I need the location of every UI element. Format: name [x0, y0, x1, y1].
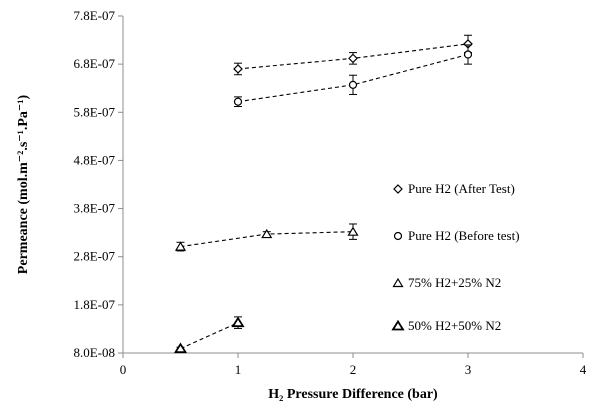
series-group: [233, 34, 473, 76]
trend-line: [237, 53, 469, 103]
triangle-marker: [174, 241, 187, 251]
triangle-marker: [392, 277, 404, 288]
series-layer: [173, 34, 473, 354]
series-group: [173, 316, 245, 354]
y-tick-label: 6.8E-07: [73, 56, 115, 71]
triangle-marker: [391, 319, 405, 331]
x-tick-label: 3: [465, 362, 472, 377]
legend: Pure H2 (After Test) Pure H2 (Before test…: [391, 181, 520, 333]
y-tick-label: 8.0E-08: [73, 345, 115, 360]
y-ticks: 8.0E-08 1.8E-07 2.8E-07 3.8E-07 4.8E-07 5.8E-…: [73, 8, 123, 360]
x-axis-title: H₂ Pressure Difference (bar): [268, 387, 438, 402]
circle-marker: [348, 80, 358, 89]
y-tick-label: 2.8E-07: [73, 249, 115, 264]
triangle-marker: [261, 228, 273, 239]
diamond-marker: [393, 184, 403, 194]
legend-label: 75% H2+25% N2: [408, 275, 501, 290]
circle-marker: [463, 50, 473, 59]
triangle-marker: [173, 342, 188, 354]
y-tick-label: 4.8E-07: [73, 152, 115, 167]
y-tick-label: 7.8E-07: [73, 8, 115, 23]
triangle-marker: [231, 316, 245, 328]
legend-label: Pure H2 (Before test): [408, 228, 520, 243]
y-tick-label: 1.8E-07: [73, 297, 115, 312]
x-tick-label: 1: [235, 362, 242, 377]
diamond-marker: [233, 64, 243, 74]
circle-marker: [233, 97, 243, 106]
legend-label: 50% H2+50% N2: [408, 318, 501, 333]
circle-marker: [393, 231, 403, 241]
triangle-marker: [347, 226, 359, 236]
diamond-marker: [348, 53, 358, 64]
series-group: [233, 44, 473, 108]
y-tick-label: 5.8E-07: [73, 104, 115, 119]
x-tick-label: 2: [350, 362, 357, 377]
x-tick-label: 4: [580, 362, 587, 377]
y-tick-label: 3.8E-07: [73, 201, 115, 216]
x-ticks: 0 1 2 3 4: [120, 353, 587, 377]
series-group: [174, 223, 359, 252]
y-axis-title: Permeance (mol.m⁻².s⁻¹.Pa⁻¹): [16, 94, 31, 274]
trend-line: [180, 322, 239, 350]
x-tick-label: 0: [120, 362, 127, 377]
legend-label: Pure H2 (After Test): [408, 181, 515, 196]
